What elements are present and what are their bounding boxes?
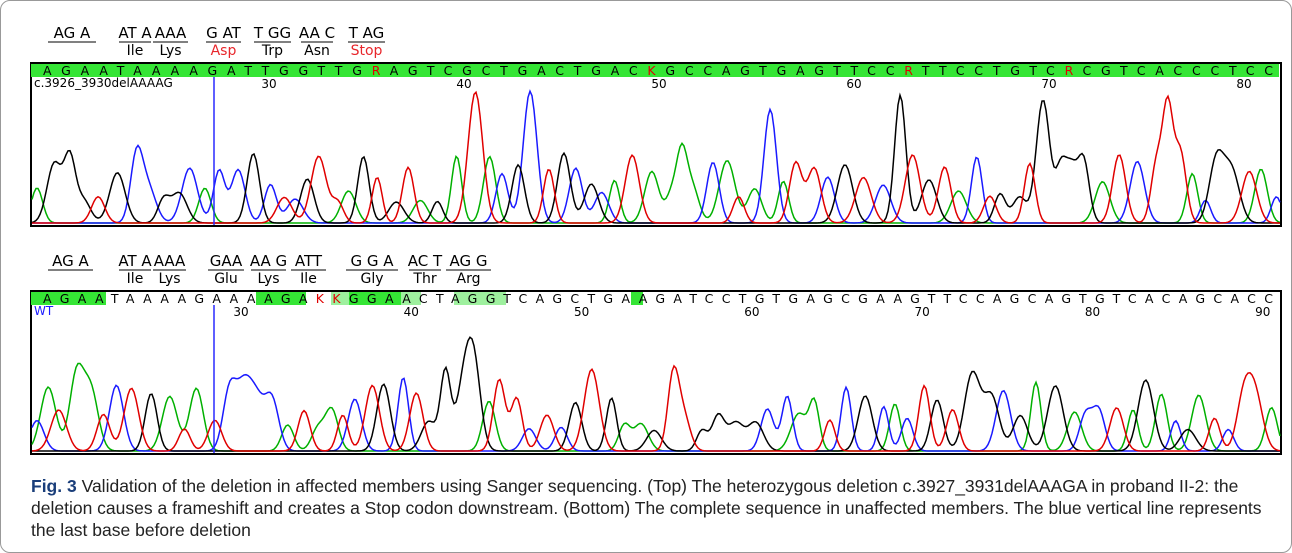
amino-acid: Asp xyxy=(211,43,237,59)
codon: AA G xyxy=(250,252,287,270)
position-label: 30 xyxy=(233,305,248,319)
amino-acid: Gly xyxy=(360,271,383,287)
base-highlight xyxy=(454,292,506,305)
caption-label: Fig. 3 xyxy=(31,476,77,496)
position-label: 70 xyxy=(1041,77,1056,91)
codon: AA C xyxy=(299,24,335,42)
position-label: 30 xyxy=(261,77,276,91)
codon: AT A xyxy=(118,24,152,42)
position-label: 50 xyxy=(574,305,589,319)
amino-acid: Asn xyxy=(304,43,330,59)
codon: G AT xyxy=(206,24,241,42)
position-label: 90 xyxy=(1255,305,1270,319)
amino-acid: Lys xyxy=(257,271,279,287)
codon: AAA xyxy=(154,252,186,270)
amino-acid: Ile xyxy=(127,271,144,287)
amino-acid: Ile xyxy=(127,43,144,59)
amino-acid: Trp xyxy=(261,43,283,59)
amino-acid: Stop xyxy=(351,43,383,59)
figure: AG AAT AIleAAALysG ATAspT GGTrpAA CAsnT … xyxy=(0,0,1292,553)
amino-acid: Arg xyxy=(457,271,481,287)
codon: T AG xyxy=(348,24,385,42)
codon: AG A xyxy=(54,24,91,42)
position-label: 80 xyxy=(1085,305,1100,319)
amino-acid: Lys xyxy=(158,271,180,287)
codon: GAA xyxy=(210,252,243,270)
position-label: 60 xyxy=(744,305,759,319)
codon: AG G xyxy=(449,252,487,270)
position-label: 40 xyxy=(404,305,419,319)
codon: AAA xyxy=(155,24,187,42)
position-label: 60 xyxy=(846,77,861,91)
caption: Fig. 3 Validation of the deletion in aff… xyxy=(31,475,1281,541)
codon: AG A xyxy=(52,252,89,270)
position-label: 40 xyxy=(456,77,471,91)
codon: AT A xyxy=(118,252,152,270)
position-label: 80 xyxy=(1236,77,1251,91)
codon: T GG xyxy=(253,24,291,42)
position-label: 50 xyxy=(651,77,666,91)
amino-acid: Lys xyxy=(159,43,181,59)
amino-acid: Glu xyxy=(214,271,238,287)
caption-text: Validation of the deletion in affected m… xyxy=(31,476,1262,540)
amino-acid: Thr xyxy=(412,271,436,287)
sample-label: WT xyxy=(34,304,54,318)
position-label: 70 xyxy=(915,305,930,319)
amino-acid: Ile xyxy=(300,271,317,287)
codon: G G A xyxy=(350,252,394,270)
codon: AC T xyxy=(408,252,443,270)
codon: ATT xyxy=(295,252,323,270)
sample-label: c.3926_3930delAAAAG xyxy=(34,76,173,90)
